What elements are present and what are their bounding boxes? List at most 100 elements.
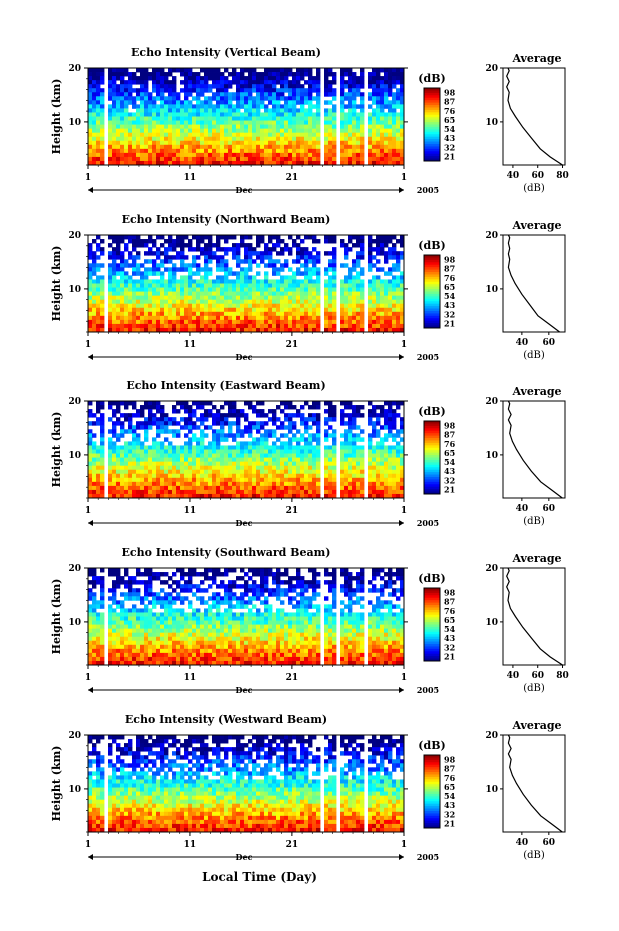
average-x-axis-label: (dB) [523,516,545,527]
colorbar-unit: (dB) [418,239,445,252]
colorbar-band [424,624,440,628]
average-y-tick-label: 20 [485,64,498,74]
y-axis-label: Height (km) [50,746,63,822]
colorbar-band [424,92,440,96]
colorbar-band [424,95,440,99]
colorbar-band [424,484,440,488]
colorbar-tick-label: 65 [444,282,455,292]
average-profile-line [507,400,563,499]
colorbar-band [424,820,440,824]
average-x-tick-label: 60 [543,838,556,848]
colorbar-band [424,609,440,613]
y-tick-label: 10 [68,118,81,128]
colorbar-band [424,156,440,160]
colorbar-frame [423,754,441,829]
colorbar-band [424,459,440,463]
colorbar-band [424,818,440,822]
colorbar-tick-label: 54 [444,124,456,134]
common-x-axis-label: Local Time (Day) [202,870,317,884]
y-tick-label: 20 [68,64,81,74]
x-tick-label: 21 [286,673,299,683]
colorbar-band [424,464,440,468]
colorbar-band [424,148,440,152]
colorbar-band [424,476,440,480]
chart-panel-2: Echo Intensity (Northward Beam) 10 20 Heigh… [50,213,566,362]
colorbar-band [424,776,440,780]
x-tick-label: 1 [85,673,91,683]
month-label: Dec [236,518,253,528]
x-tick-label: 11 [184,173,197,183]
colorbar-band [424,276,440,280]
average-profile-line [507,734,563,833]
colorbar-band [424,90,440,94]
x-tick-label: 1 [85,340,91,350]
colorbar-band [424,433,440,437]
colorbar-band [424,289,440,292]
colorbar-band [424,491,440,495]
colorbar-band [424,315,440,319]
average-frame [502,567,566,666]
month-arrow-right [399,687,404,693]
colorbar-band [424,617,440,621]
heatmap-frame [87,234,405,333]
colorbar-band [424,272,440,275]
colorbar-tick-label: 32 [444,809,455,819]
colorbar-band [424,298,440,302]
colorbar-tick-label: 43 [444,800,456,810]
colorbar-band [424,648,440,652]
colorbar-tick-label: 87 [444,597,455,607]
colorbar-band [424,438,440,441]
colorbar-band [424,100,440,104]
colorbar-tick-label: 21 [444,318,455,328]
colorbar-band [424,323,440,327]
colorbar-tick-label: 43 [444,300,456,310]
colorbar-band [424,639,440,643]
colorbar-band [424,631,440,635]
colorbar-band [424,274,440,278]
y-axis-label: Height (km) [50,579,63,655]
colorbar-band [424,602,440,606]
colorbar-tick-label: 65 [444,615,455,625]
colorbar-band [424,622,440,625]
x-tick-label: 11 [184,840,197,850]
colorbar-band [424,823,440,827]
y-tick-label: 10 [68,285,81,295]
colorbar-band [424,467,440,471]
colorbar-band [424,651,440,655]
heatmap-cells [88,568,405,666]
month-arrow-right [399,187,404,193]
colorbar-band [424,764,440,768]
colorbar-band [424,597,440,601]
colorbar-tick-label: 21 [444,151,455,161]
colorbar-band [424,442,440,446]
colorbar-tick-label: 65 [444,115,455,125]
colorbar-band [424,455,440,458]
colorbar-band [424,257,440,261]
year-label: 2005 [417,852,439,862]
colorbar-tick-label: 43 [444,133,456,143]
y-tick-label: 10 [68,618,81,628]
year-label: 2005 [417,352,439,362]
colorbar-band [424,320,440,324]
heatmap-cells [88,235,405,333]
colorbar-tick-label: 98 [444,588,456,598]
y-axis-label: Height (km) [50,246,63,322]
colorbar-tick-label: 87 [444,430,455,440]
colorbar-band [424,112,440,116]
heatmap-cells [88,68,405,166]
x-tick-label: 1 [401,173,407,183]
heatmap-frame [87,67,405,166]
colorbar-band [424,124,440,128]
colorbar-band [424,600,440,604]
y-tick-label: 20 [68,397,81,407]
x-tick-label: 21 [286,506,299,516]
heatmap-cells [88,735,405,833]
chart-panel-3: Echo Intensity (Eastward Beam) 10 20 Height… [50,379,566,528]
colorbar-band [424,126,440,130]
colorbar-band [424,646,440,650]
colorbar-tick-label: 21 [444,651,455,661]
colorbar-band [424,117,440,121]
average-x-tick-label: 40 [507,671,520,681]
average-panel: Average 10 20 40 60 (dB) [485,719,566,861]
